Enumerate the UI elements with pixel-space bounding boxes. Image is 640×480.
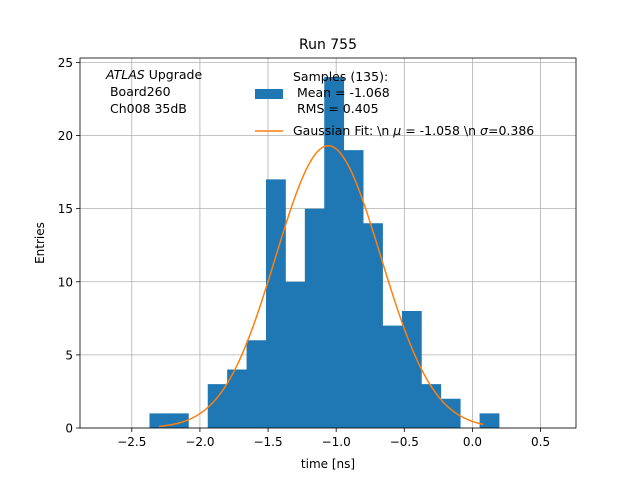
upgrade-label: Upgrade (145, 67, 203, 82)
histogram-bar (324, 77, 345, 429)
legend-histogram-swatch (255, 89, 283, 99)
x-tick-label: −2.0 (185, 435, 214, 449)
y-tick-label: 5 (65, 348, 73, 362)
histogram-bar (382, 325, 403, 428)
plot-frame (79, 57, 577, 429)
histogram-bars (149, 77, 500, 429)
chart-title: Run 755 (299, 37, 357, 53)
legend-fit-label: Gaussian Fit: \n μ = -1.058 \n σ=0.386 (293, 123, 534, 138)
x-axis-label: time [ns] (301, 457, 355, 471)
gaussian-fit-curve (158, 145, 484, 428)
y-tick-label: 0 (65, 422, 73, 436)
histogram-bar (440, 398, 461, 428)
y-tick-label: 10 (58, 275, 73, 289)
x-tick-label: −0.5 (390, 435, 419, 449)
y-tick-label: 25 (58, 56, 73, 70)
x-axis-ticks: −2.5 −2.0 −1.5 −1.0 −0.5 0.0 0.5 (117, 428, 550, 449)
histogram-bar (363, 223, 383, 428)
y-axis-label: Entries (33, 222, 47, 264)
x-tick-label: −1.5 (253, 435, 282, 449)
channel-label: Ch008 35dB (106, 101, 187, 116)
y-tick-label: 20 (58, 129, 73, 143)
legend: Samples (135): Mean = -1.068 RMS = 0.405… (255, 69, 534, 138)
histogram-bar (304, 208, 325, 428)
atlas-label: ATLAS (105, 67, 145, 82)
x-tick-label: 0.5 (531, 435, 550, 449)
y-tick-label: 15 (58, 202, 73, 216)
histogram-bar (285, 281, 306, 428)
legend-histogram-line-3: RMS = 0.405 (293, 101, 379, 116)
histogram-bar (227, 369, 247, 428)
y-axis-ticks: 0 5 10 15 20 25 (58, 56, 80, 436)
histogram-bar (149, 413, 170, 428)
board-label: Board260 (106, 84, 171, 99)
x-tick-label: −1.0 (322, 435, 351, 449)
histogram-bar (479, 413, 500, 428)
x-tick-label: −2.5 (117, 435, 146, 449)
legend-histogram-line-2: Mean = -1.068 (293, 85, 390, 100)
histogram-bar (421, 384, 442, 428)
histogram-bar (401, 311, 422, 428)
histogram-bar (246, 340, 267, 428)
histogram-bar (266, 179, 286, 428)
histogram-bar (207, 384, 228, 428)
x-tick-label: 0.0 (463, 435, 482, 449)
svg-text:ATLAS Upgrade: ATLAS Upgrade (105, 67, 202, 82)
atlas-annotation: ATLAS Upgrade Board260 Ch008 35dB (105, 67, 202, 116)
legend-histogram-line-1: Samples (135): (293, 69, 388, 84)
histogram-bar (343, 150, 364, 428)
